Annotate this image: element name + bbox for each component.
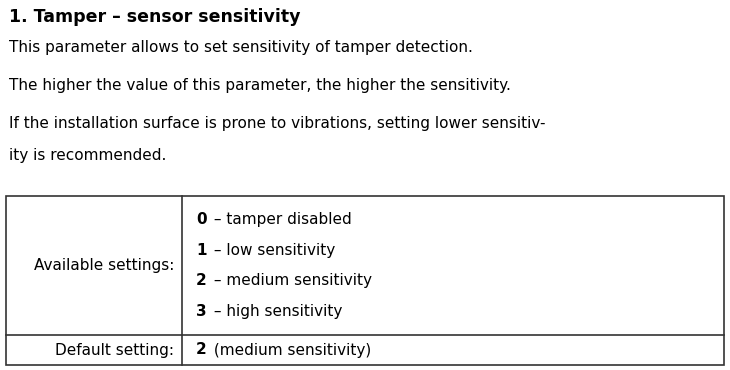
Text: – medium sensitivity: – medium sensitivity: [209, 273, 372, 288]
Bar: [6, 196, 724, 365]
Text: Default setting:: Default setting:: [55, 343, 174, 357]
Text: 2: 2: [196, 343, 207, 357]
Text: Available settings:: Available settings:: [34, 258, 174, 273]
Text: 0: 0: [196, 212, 207, 227]
Text: The higher the value of this parameter, the higher the sensitivity.: The higher the value of this parameter, …: [9, 78, 511, 93]
Text: – high sensitivity: – high sensitivity: [209, 304, 342, 319]
Text: 3: 3: [196, 304, 207, 319]
Text: This parameter allows to set sensitivity of tamper detection.: This parameter allows to set sensitivity…: [9, 40, 473, 55]
Text: (medium sensitivity): (medium sensitivity): [209, 343, 371, 357]
Text: 1: 1: [196, 243, 207, 258]
Text: 1. Tamper – sensor sensitivity: 1. Tamper – sensor sensitivity: [9, 8, 301, 26]
Text: ity is recommended.: ity is recommended.: [9, 148, 166, 163]
Text: – tamper disabled: – tamper disabled: [209, 212, 352, 227]
Text: 2: 2: [196, 273, 207, 288]
Text: If the installation surface is prone to vibrations, setting lower sensitiv-: If the installation surface is prone to …: [9, 116, 545, 131]
Text: – low sensitivity: – low sensitivity: [209, 243, 335, 258]
